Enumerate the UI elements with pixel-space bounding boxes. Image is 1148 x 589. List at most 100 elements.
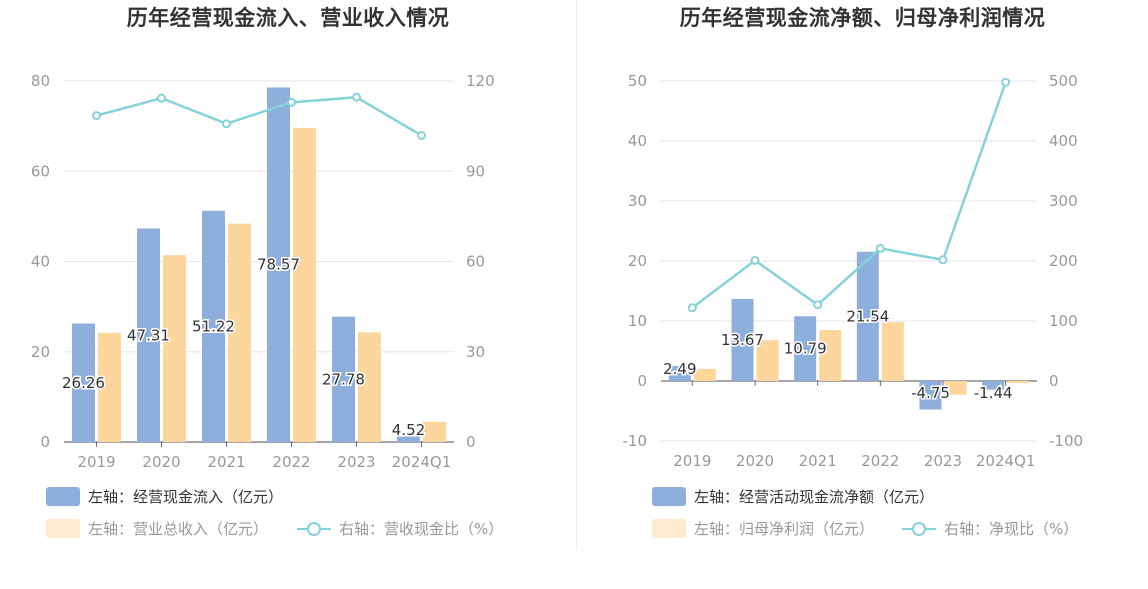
ratio-point-5: [417, 130, 426, 140]
legend-item-net-profit[interactable]: 左轴：归母净利润（亿元）: [652, 518, 874, 539]
legend-label: 左轴：经营活动现金流净额（亿元）: [694, 488, 935, 506]
bar-4-series2: [944, 381, 967, 395]
legend-label: 左轴：经营现金流入（亿元）: [88, 488, 284, 506]
y-left-tick-label: 20: [628, 252, 647, 270]
bar-0-series1: [668, 366, 691, 381]
ratio-point-4: [938, 255, 948, 265]
x-tick-label: 2024Q1: [976, 452, 1036, 470]
legend-item-revenue[interactable]: 左轴：营业总收入（亿元）: [46, 518, 268, 539]
y-right-tick-label: -100: [1049, 432, 1083, 450]
ratio-line: [96, 95, 423, 137]
bar-0-series2: [98, 332, 121, 442]
y-left-tick-label: 60: [31, 162, 50, 180]
x-tick-label: 2021: [207, 453, 245, 471]
bar-5-series1: [982, 381, 1005, 390]
legend-swatch: [46, 519, 80, 538]
data-label-2: 10.79: [784, 340, 827, 358]
legend-label: 左轴：归母净利润（亿元）: [694, 520, 875, 538]
ratio-point-4: [352, 92, 361, 102]
legend-label: 左轴：营业总收入（亿元）: [88, 520, 269, 538]
ratio-point-0: [92, 111, 101, 121]
data-label-4: -4.75: [911, 384, 950, 402]
left-chart-title: 历年经营现金流入、营业收入情况: [126, 6, 450, 30]
y-left-tick-label: 50: [628, 72, 647, 90]
y-left-tick-label: 10: [628, 312, 647, 330]
x-tick-label: 2023: [337, 453, 375, 471]
y-right-tick-label: 400: [1049, 132, 1078, 150]
bar-0-series2: [693, 369, 716, 381]
y-left-tick-label: 40: [628, 132, 647, 150]
bar-3-series2: [881, 322, 904, 381]
y-left-tick-label: 20: [31, 343, 50, 361]
bar-1-series2: [756, 340, 779, 381]
legend-line-icon: [902, 519, 936, 538]
right-chart-title: 历年经营现金流净额、归母净利润情况: [679, 6, 1046, 30]
data-label-1: 13.67: [721, 331, 764, 349]
data-label-5: 4.52: [392, 421, 425, 439]
y-left-tick-label: 40: [31, 253, 50, 271]
bar-3-series1: [856, 251, 879, 381]
legend-item-cash-revenue-ratio[interactable]: 右轴：营收现金比（%）: [297, 518, 503, 539]
ratio-point-1: [157, 93, 166, 103]
x-tick-label: 2019: [77, 453, 115, 471]
bar-4-series2: [358, 332, 381, 442]
y-right-tick-label: 0: [1049, 372, 1059, 390]
data-label-4: 27.78: [322, 370, 365, 388]
left-chart: 0 20 40 60 80 0 30 60 90 120 2019 2020 2021 2022 2023 2…: [31, 72, 495, 471]
y-left-tick-label: 80: [31, 72, 50, 90]
data-label-0: 26.26: [62, 374, 105, 392]
x-tick-label: 2024Q1: [392, 453, 452, 471]
bar-1-series2: [163, 255, 186, 442]
y-left-tick-label: 0: [637, 372, 647, 390]
bar-1-series1: [731, 298, 754, 381]
y-left-tick-label: 0: [40, 433, 50, 451]
legend-item-net-operating-cash[interactable]: 左轴：经营活动现金流净额（亿元）: [652, 486, 934, 507]
bar-5-series1: [397, 436, 420, 442]
bar-2-series2: [228, 223, 251, 442]
x-tick-label: 2023: [924, 452, 962, 470]
x-tick-label: 2020: [142, 453, 180, 471]
x-tick-label: 2019: [673, 452, 711, 470]
y-right-tick-label: 120: [466, 72, 495, 90]
y-right-tick-label: 100: [1049, 312, 1078, 330]
y-right-tick-label: 60: [466, 253, 485, 271]
legend-line-icon: [297, 519, 331, 538]
legend-item-cash-inflow[interactable]: 左轴：经营现金流入（亿元）: [46, 486, 283, 507]
ratio-point-1: [750, 255, 760, 265]
legend-item-net-cash-ratio[interactable]: 右轴：净现比（%）: [902, 518, 1078, 539]
x-tick-label: 2021: [799, 452, 837, 470]
ratio-point-3: [875, 243, 885, 253]
y-right-tick-label: 30: [466, 343, 485, 361]
y-right-tick-label: 0: [466, 433, 476, 451]
x-tick-label: 2022: [861, 452, 899, 470]
right-chart-panel: 历年经营现金流净额、归母净利润情况 -10 0 10 20 30 40 50 -100 0 100…: [577, 0, 1148, 589]
ratio-point-2: [813, 300, 823, 310]
bar-2-series1: [202, 210, 225, 442]
ratio-line: [691, 81, 1007, 309]
bar-2-series2: [819, 330, 842, 381]
data-label-3: 78.57: [257, 256, 300, 274]
legend-label: 右轴：净现比（%）: [944, 520, 1079, 538]
legend-swatch: [652, 487, 686, 506]
y-left-tick-label: -10: [623, 432, 648, 450]
data-label-3: 21.54: [846, 307, 889, 325]
x-tick-label: 2020: [736, 452, 774, 470]
bar-5-series2: [423, 421, 446, 442]
data-label-5: -1.44: [974, 384, 1013, 402]
data-label-2: 51.22: [192, 317, 235, 335]
ratio-point-0: [687, 303, 697, 313]
y-right-tick-label: 90: [466, 162, 485, 180]
legend-swatch: [652, 519, 686, 538]
ratio-point-3: [287, 97, 296, 107]
bar-0-series1: [72, 323, 95, 442]
y-left-tick-label: 30: [628, 192, 647, 210]
data-label-1: 47.31: [127, 326, 170, 344]
data-label-0: 2.49: [663, 360, 696, 378]
y-right-tick-label: 300: [1049, 192, 1078, 210]
bar-3-series1: [267, 87, 290, 442]
left-chart-panel: 历年经营现金流入、营业收入情况 0 20 40 60 80 0 30 60 90 120 2019 2…: [31, 6, 503, 539]
panel-divider: [576, 0, 577, 550]
bar-4-series1: [332, 316, 355, 442]
bar-1-series1: [137, 228, 160, 442]
